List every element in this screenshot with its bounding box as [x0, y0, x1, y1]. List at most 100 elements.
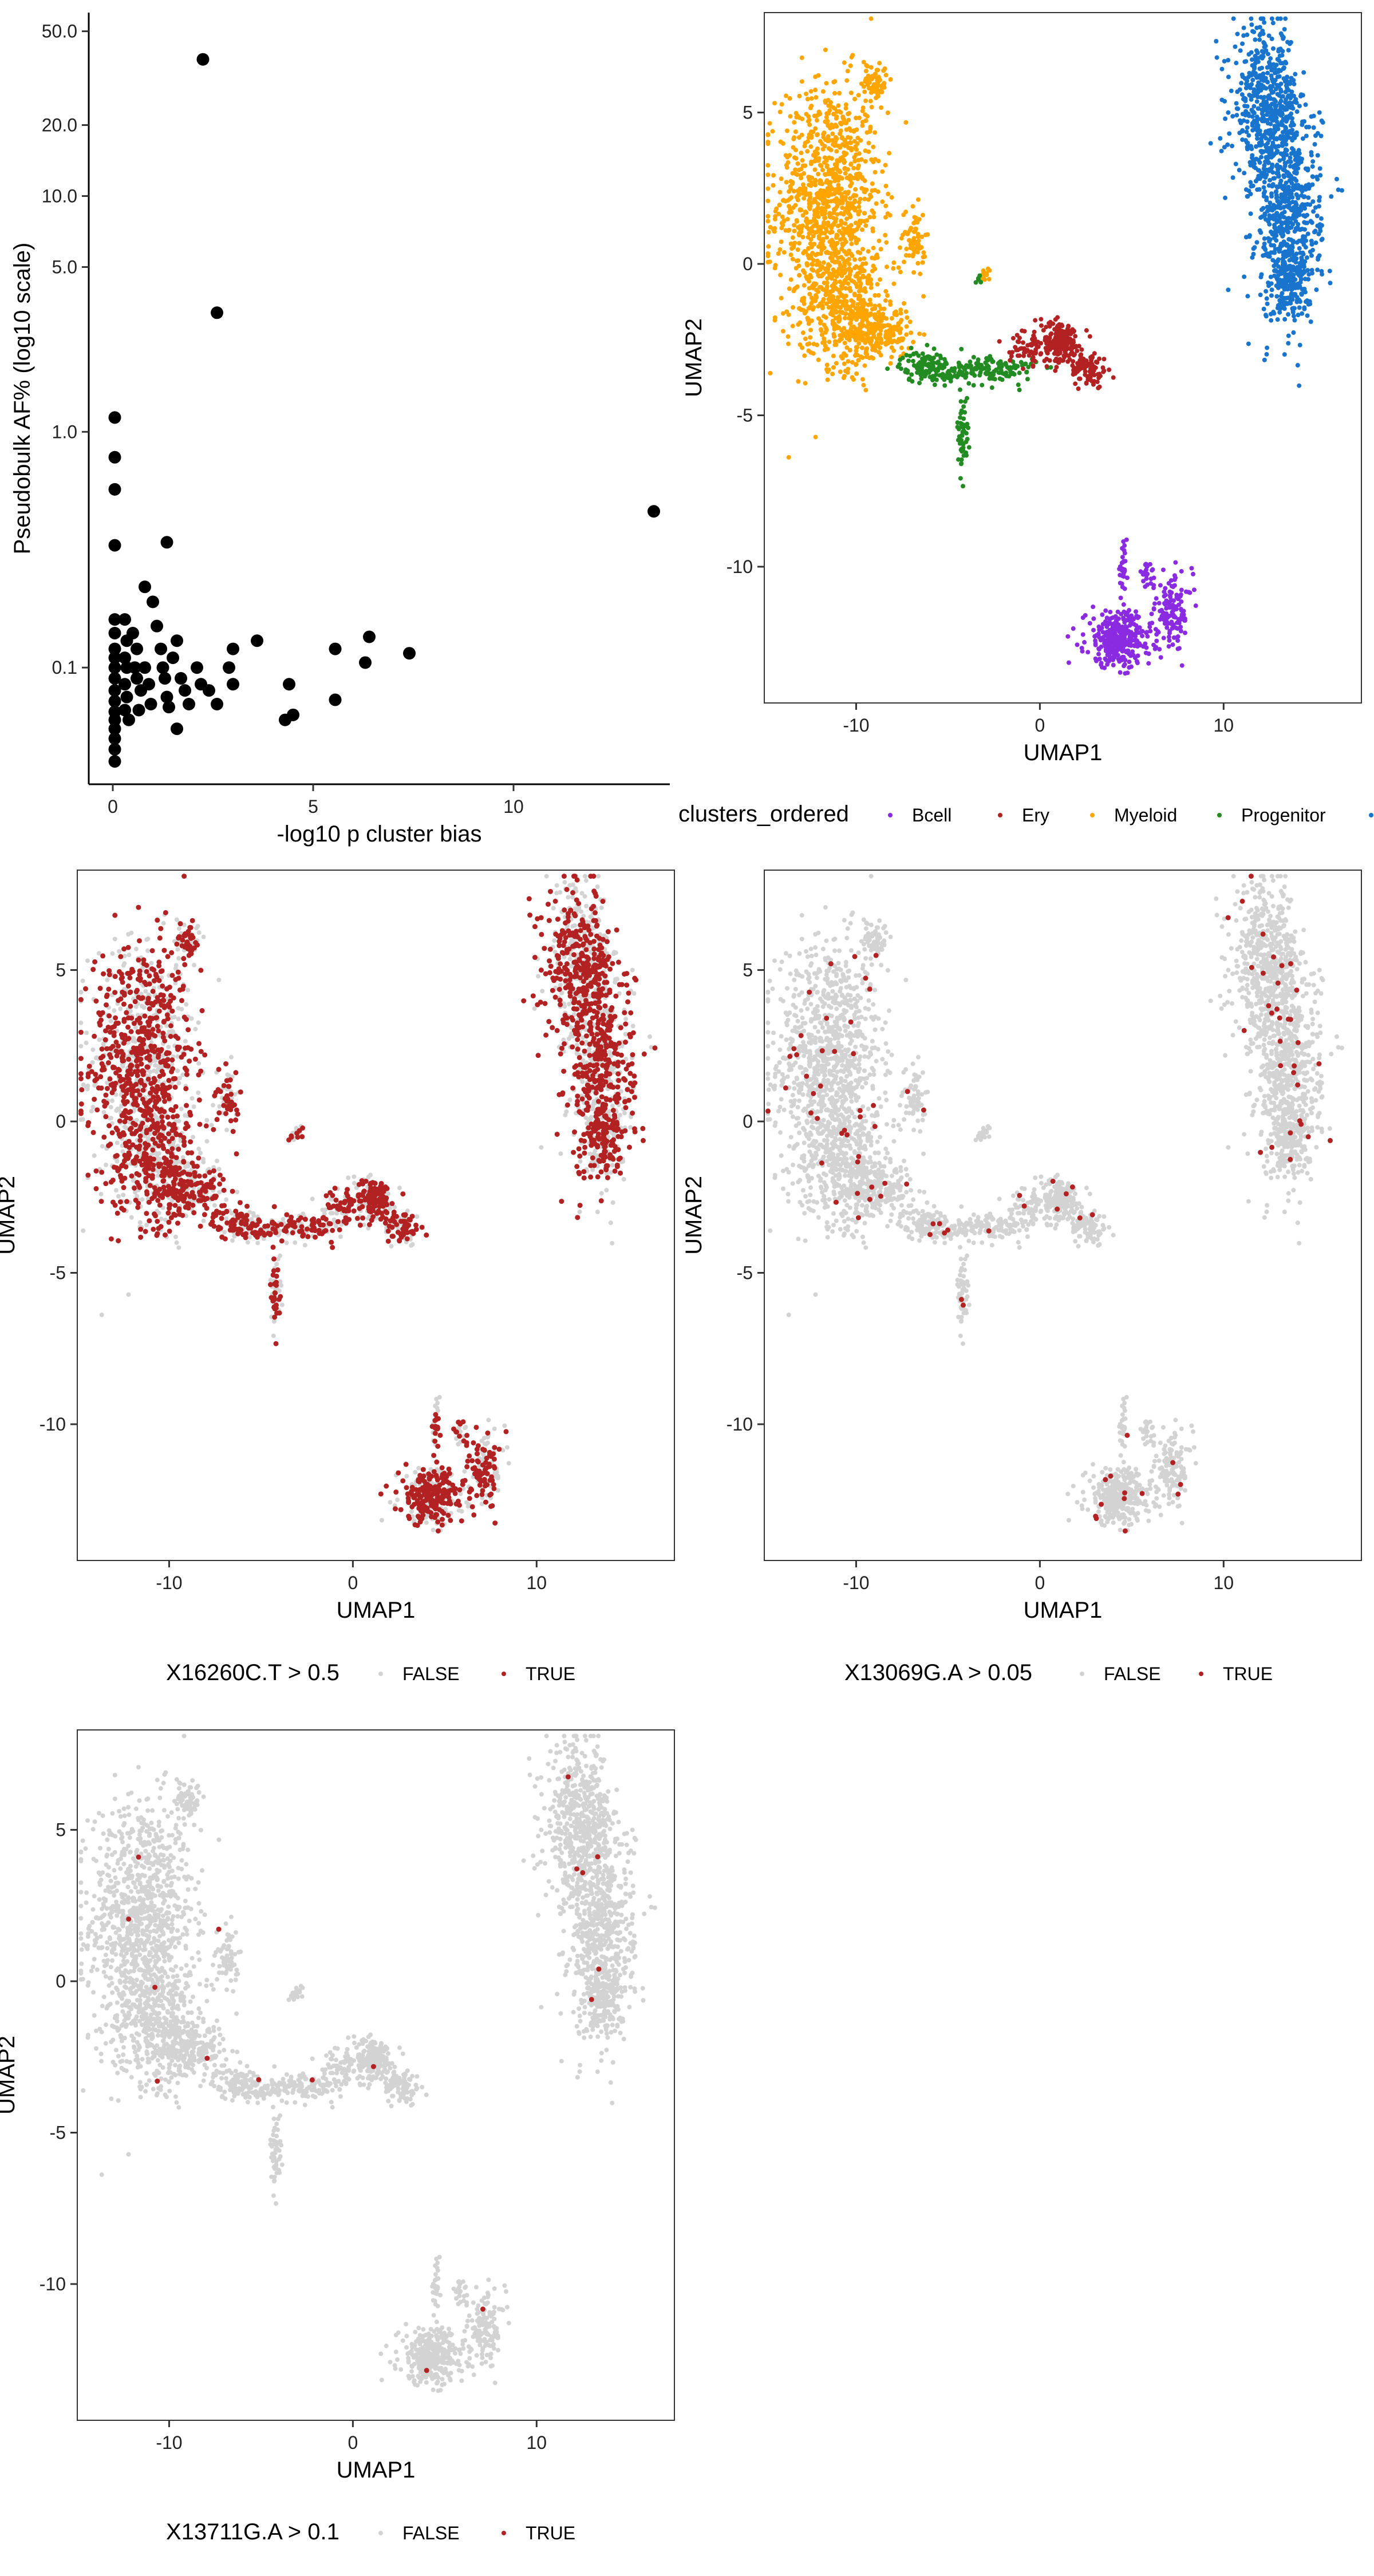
cell-point — [1241, 97, 1246, 102]
cell-point — [840, 256, 846, 262]
cell-point — [848, 90, 854, 96]
cell-point — [1104, 629, 1110, 634]
data-point — [329, 693, 342, 706]
cell-point — [1298, 299, 1303, 304]
data-point — [227, 642, 239, 655]
cell-point — [861, 303, 866, 309]
cell-point — [1070, 340, 1075, 345]
cell-point — [179, 1006, 184, 1012]
cell-point — [853, 187, 858, 192]
cell-point — [1274, 136, 1280, 141]
cell-point — [822, 280, 827, 286]
cell-point — [1069, 346, 1075, 351]
cell-point — [1107, 650, 1112, 655]
cell-point — [830, 131, 835, 136]
cell-point — [1025, 377, 1030, 382]
cell-point — [189, 1096, 195, 1101]
cell-point — [871, 82, 876, 87]
cell-point — [884, 329, 889, 334]
cell-point — [1061, 358, 1066, 363]
cell-point — [852, 266, 857, 271]
cell-point — [820, 167, 825, 172]
cell-point — [1305, 313, 1310, 318]
cell-point — [875, 68, 881, 73]
cell-point — [843, 230, 848, 235]
cell-point — [101, 1110, 106, 1115]
cell-point — [765, 198, 771, 203]
cell-point — [1282, 352, 1287, 357]
cell-point — [1116, 657, 1121, 662]
cell-point — [1294, 170, 1299, 175]
cell-point — [1318, 133, 1324, 139]
cell-point — [889, 195, 894, 200]
cell-point — [971, 354, 976, 359]
cell-point — [108, 1018, 113, 1024]
cell-point — [1048, 346, 1053, 351]
cell-point — [1303, 299, 1308, 305]
cell-point — [1021, 353, 1026, 358]
cell-point — [788, 277, 793, 282]
data-point — [160, 690, 173, 704]
cell-point — [1287, 206, 1292, 211]
cell-point — [786, 312, 791, 317]
cell-point — [1123, 559, 1128, 564]
cell-point — [1294, 109, 1300, 114]
cell-point — [855, 165, 860, 171]
cell-point — [862, 89, 867, 94]
cell-point — [1317, 110, 1322, 115]
cell-point — [1135, 615, 1140, 621]
cell-point — [1075, 348, 1080, 353]
cell-point — [838, 120, 843, 125]
cell-point — [1144, 630, 1149, 635]
cell-point — [1250, 183, 1255, 188]
cell-point — [1124, 629, 1129, 634]
cell-point — [808, 183, 814, 188]
cell-point — [1175, 634, 1180, 639]
data-point — [108, 743, 121, 756]
cell-point — [1124, 618, 1130, 623]
cell-point — [1242, 59, 1247, 64]
cell-point — [1254, 48, 1259, 53]
cell-point — [1245, 294, 1250, 299]
cell-point — [842, 120, 847, 125]
cell-point — [173, 963, 179, 968]
cell-point — [874, 324, 879, 329]
cell-point — [1282, 306, 1287, 311]
cell-point — [801, 268, 806, 274]
cell-point — [1298, 264, 1304, 269]
data-point — [251, 634, 263, 647]
cell-point — [1140, 633, 1145, 638]
cell-point — [815, 210, 820, 215]
cell-point — [1306, 195, 1311, 200]
data-point — [119, 613, 131, 626]
cell-point — [84, 1030, 89, 1036]
cell-point — [818, 327, 823, 332]
cell-point — [875, 282, 880, 287]
data-point — [139, 661, 151, 674]
cell-point — [837, 90, 842, 96]
cell-point — [1301, 234, 1306, 239]
cell-point — [839, 286, 844, 291]
cell-point — [1259, 207, 1264, 212]
cell-point — [872, 72, 878, 77]
cell-point — [1238, 48, 1243, 53]
cell-point — [872, 169, 878, 175]
cell-point — [1263, 44, 1268, 49]
cell-point — [871, 144, 876, 149]
cell-point — [1278, 122, 1283, 127]
cell-point — [1300, 185, 1305, 191]
cell-point — [1117, 637, 1122, 642]
cell-point — [1309, 238, 1314, 243]
cell-point — [1226, 74, 1231, 80]
cell-point — [977, 373, 982, 378]
cell-point — [1088, 375, 1093, 380]
cell-point — [793, 266, 799, 271]
cell-point — [823, 215, 828, 220]
cell-point — [847, 270, 852, 275]
cell-point — [883, 183, 889, 188]
cell-point — [1292, 229, 1297, 234]
cell-point — [849, 148, 854, 153]
cell-point — [923, 369, 929, 374]
cell-point — [915, 370, 920, 375]
cell-point — [825, 377, 830, 382]
